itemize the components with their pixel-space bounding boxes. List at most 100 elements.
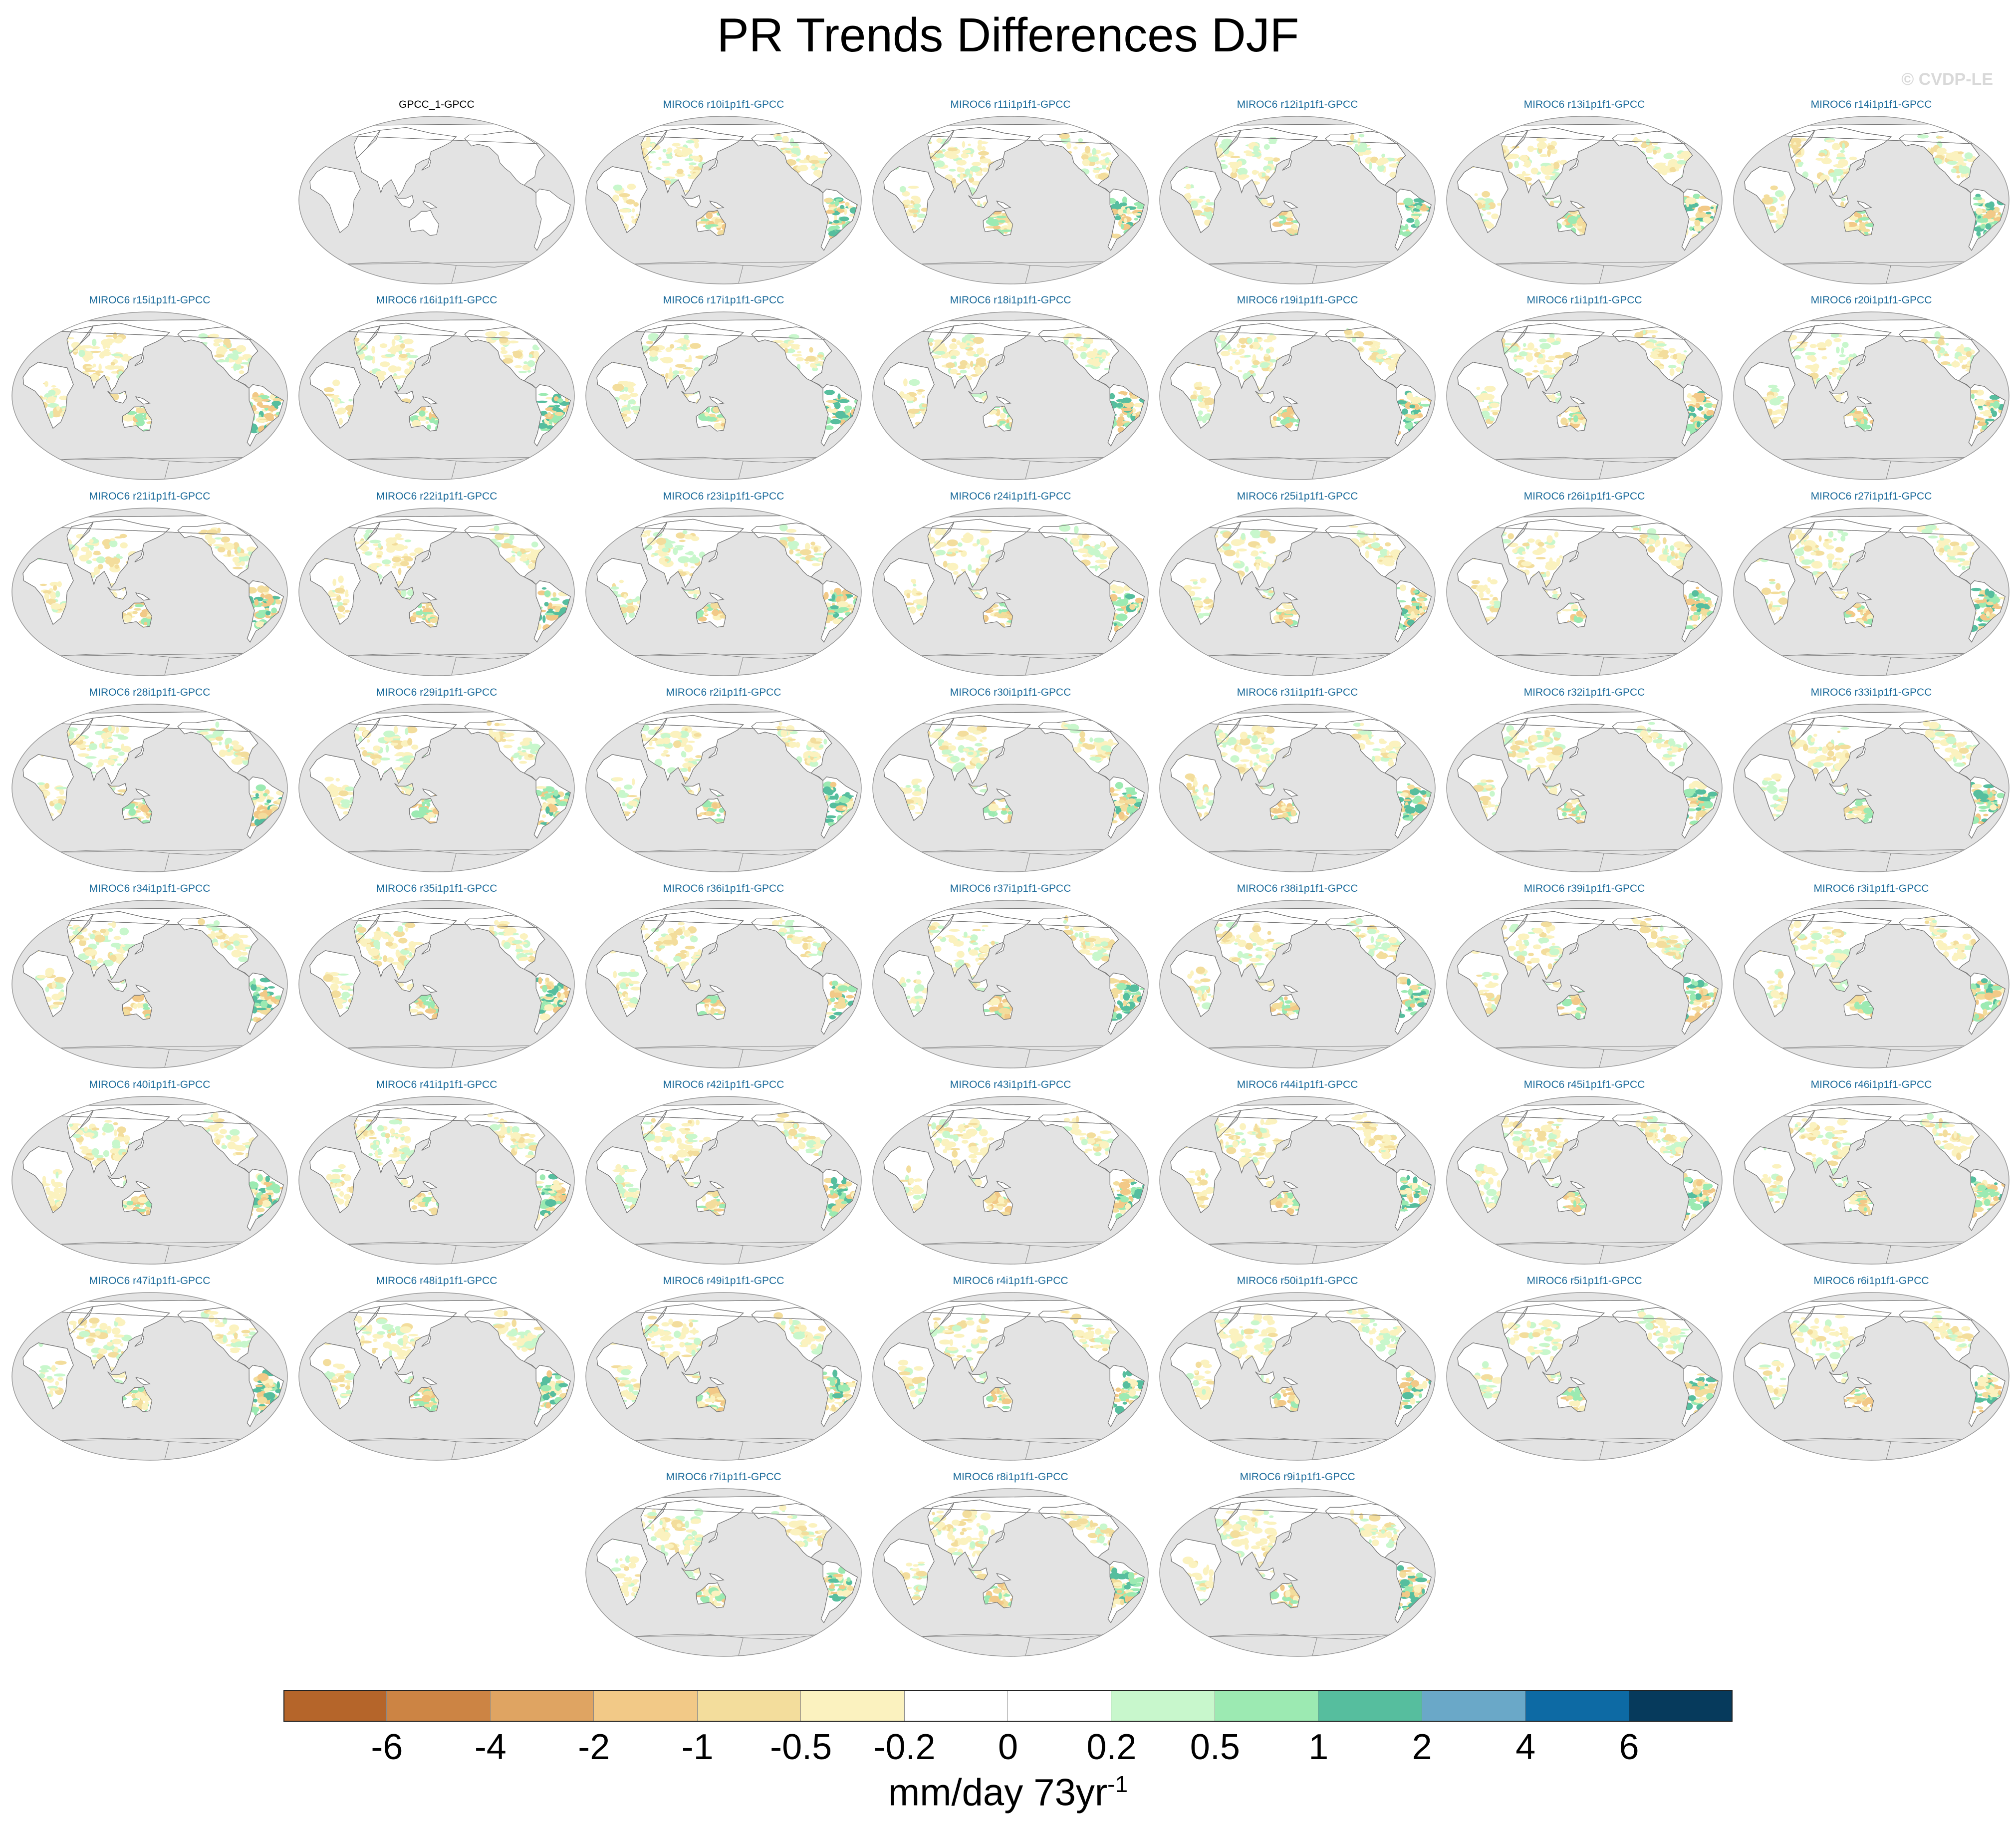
trend-cell — [1862, 229, 1870, 232]
trend-cell — [388, 365, 398, 373]
trend-cell — [788, 334, 799, 340]
trend-cell — [1917, 134, 1929, 139]
trend-cell — [1200, 213, 1207, 215]
trend-cell — [1673, 541, 1686, 548]
trend-cell — [981, 146, 986, 151]
trend-cell — [1073, 146, 1078, 150]
trend-cell — [1260, 199, 1268, 205]
trend-cell — [259, 405, 271, 408]
antarctica — [1199, 261, 1398, 284]
trend-cell — [893, 338, 904, 343]
trend-cell — [890, 538, 900, 541]
panel-title: MIROC6 r22i1p1f1-GPCC — [376, 491, 498, 502]
trend-cell — [1675, 367, 1682, 372]
trend-cell — [971, 162, 982, 166]
trend-cell — [679, 339, 690, 344]
trend-cell — [797, 351, 802, 354]
trend-cell — [673, 547, 678, 555]
trend-cell — [1476, 585, 1487, 592]
trend-cell — [1194, 600, 1204, 606]
trend-cell — [425, 603, 429, 608]
map-panel: MIROC6 r22i1p1f1-GPCC — [297, 491, 576, 680]
trend-cell — [1695, 402, 1700, 409]
map-panel: MIROC6 r20i1p1f1-GPCC — [1732, 294, 2011, 484]
trend-cell — [1532, 370, 1539, 373]
trend-cell — [385, 353, 395, 357]
map-panel: MIROC6 r23i1p1f1-GPCC — [584, 491, 863, 680]
trend-cell — [698, 221, 708, 224]
trend-cell — [916, 592, 923, 595]
panel-title: MIROC6 r12i1p1f1-GPCC — [1237, 99, 1358, 110]
map-border — [298, 311, 575, 480]
trend-cell — [1986, 210, 1996, 218]
trend-cell — [1544, 175, 1551, 180]
trend-cell — [136, 407, 145, 414]
trend-cell — [1803, 545, 1812, 552]
trend-cell — [118, 751, 125, 756]
trend-cell — [377, 543, 382, 548]
trend-cell — [396, 752, 406, 757]
trend-cell — [1768, 603, 1772, 610]
panel-title: MIROC6 r13i1p1f1-GPCC — [1523, 99, 1645, 110]
trend-cell — [1126, 413, 1131, 418]
trend-cell — [1357, 137, 1361, 145]
trend-cell — [717, 417, 727, 421]
map-border — [11, 311, 288, 480]
trend-cell — [921, 403, 928, 408]
trend-cell — [957, 167, 965, 173]
trend-cell — [1069, 342, 1074, 345]
trend-cell — [1116, 403, 1123, 408]
trend-cell — [1986, 401, 1991, 407]
trend-cell — [623, 593, 627, 599]
trend-cell — [1959, 164, 1963, 172]
trend-cell — [1633, 137, 1639, 144]
trend-cell — [1265, 348, 1271, 354]
trend-cell — [1769, 398, 1781, 406]
trend-cell — [89, 539, 94, 543]
trend-cell — [1122, 196, 1127, 204]
trend-cell — [1958, 355, 1968, 360]
trend-cell — [1839, 354, 1846, 357]
trend-cell — [485, 331, 498, 337]
trend-cell — [98, 759, 104, 767]
trend-cell — [1238, 370, 1243, 372]
trend-cell — [118, 371, 123, 374]
world-map — [1446, 508, 1723, 676]
trend-cell — [1797, 162, 1803, 167]
trend-cell — [1825, 545, 1834, 550]
trend-cell — [557, 398, 563, 403]
trend-cell — [1065, 333, 1078, 339]
trend-cell — [1410, 611, 1415, 619]
trend-cell — [1976, 231, 1981, 237]
trend-cell — [825, 210, 835, 214]
trend-cell — [1114, 586, 1124, 594]
trend-cell — [90, 545, 94, 551]
trend-cell — [1974, 399, 1986, 406]
trend-cell — [128, 808, 136, 816]
trend-cell — [348, 399, 353, 402]
trend-cell — [694, 367, 700, 371]
trend-cell — [809, 347, 813, 353]
trend-cell — [1291, 224, 1298, 230]
world-map — [585, 508, 862, 676]
trend-cell — [404, 539, 412, 542]
trend-cell — [910, 214, 914, 216]
panel-title: MIROC6 r14i1p1f1-GPCC — [1810, 99, 1932, 110]
trend-cell — [1956, 175, 1961, 179]
trend-cell — [519, 741, 530, 746]
trend-cell — [415, 610, 422, 615]
trend-cell — [1497, 203, 1502, 206]
antarctica — [912, 457, 1111, 480]
trend-cell — [1262, 551, 1266, 554]
trend-cell — [1263, 157, 1274, 161]
trend-cell — [816, 158, 828, 161]
trend-cell — [665, 347, 672, 352]
trend-cell — [1545, 563, 1557, 570]
trend-cell — [824, 425, 834, 430]
trend-cell — [1516, 564, 1520, 568]
trend-cell — [1859, 222, 1866, 228]
trend-cell — [554, 412, 564, 416]
trend-cell — [951, 338, 957, 342]
trend-cell — [1379, 559, 1383, 562]
trend-cell — [399, 354, 408, 358]
